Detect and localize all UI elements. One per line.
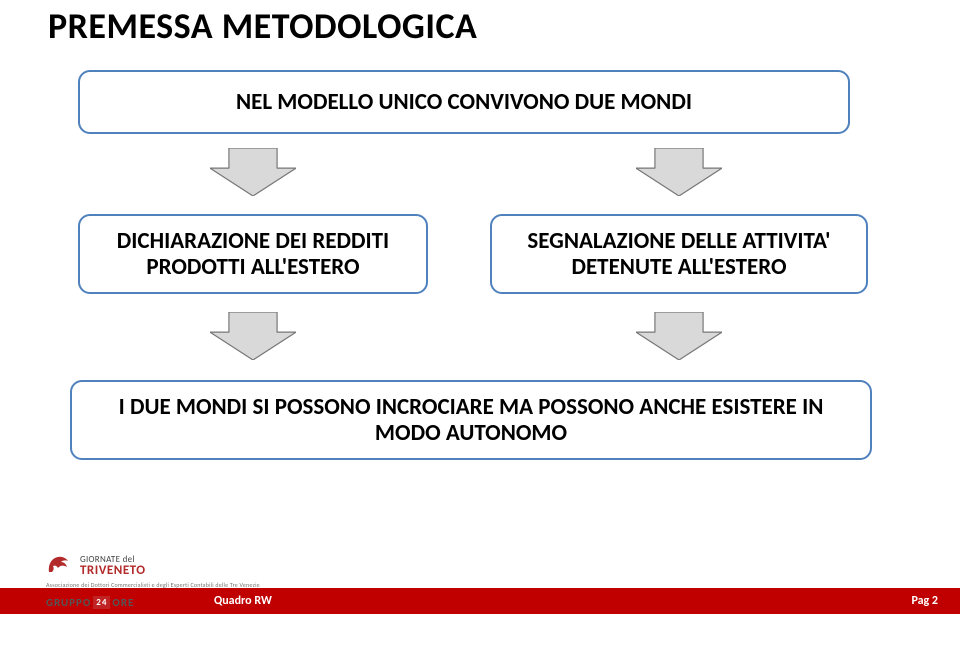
logo-gruppo-mid: 24 [93, 596, 110, 609]
footer-left-label: Quadro RW [214, 594, 272, 608]
footer-bar: Quadro RW Pag 2 [0, 588, 960, 614]
lion-icon [46, 552, 74, 579]
logo-triveneto-sub: Associazione dei Dottori Commercialisti … [46, 581, 260, 589]
logo-gruppo-pre: GRUPPO [46, 596, 91, 609]
arrow-bottom-right [636, 312, 722, 360]
slide-title: PREMESSA METODOLOGICA [48, 4, 477, 48]
logo-gruppo-post: ORE [112, 596, 134, 609]
box-right: SEGNALAZIONE DELLE ATTIVITA' DETENUTE AL… [490, 214, 868, 294]
footer-right-label: Pag 2 [911, 594, 938, 608]
arrow-bottom-left [210, 312, 296, 360]
arrow-top-right [636, 148, 722, 196]
arrow-top-left [210, 148, 296, 196]
box-bottom: I DUE MONDI SI POSSONO INCROCIARE MA POS… [70, 380, 872, 460]
logo-triveneto: GIORNATE del TRIVENETO Associazione dei … [46, 552, 260, 589]
logo-triveneto-line2: TRIVENETO [80, 564, 146, 577]
logo-gruppo24ore: GRUPPO 24 ORE [46, 596, 134, 609]
box-left: DICHIARAZIONE DEI REDDITI PRODOTTI ALL'E… [78, 214, 428, 294]
box-top: NEL MODELLO UNICO CONVIVONO DUE MONDI [78, 70, 850, 134]
